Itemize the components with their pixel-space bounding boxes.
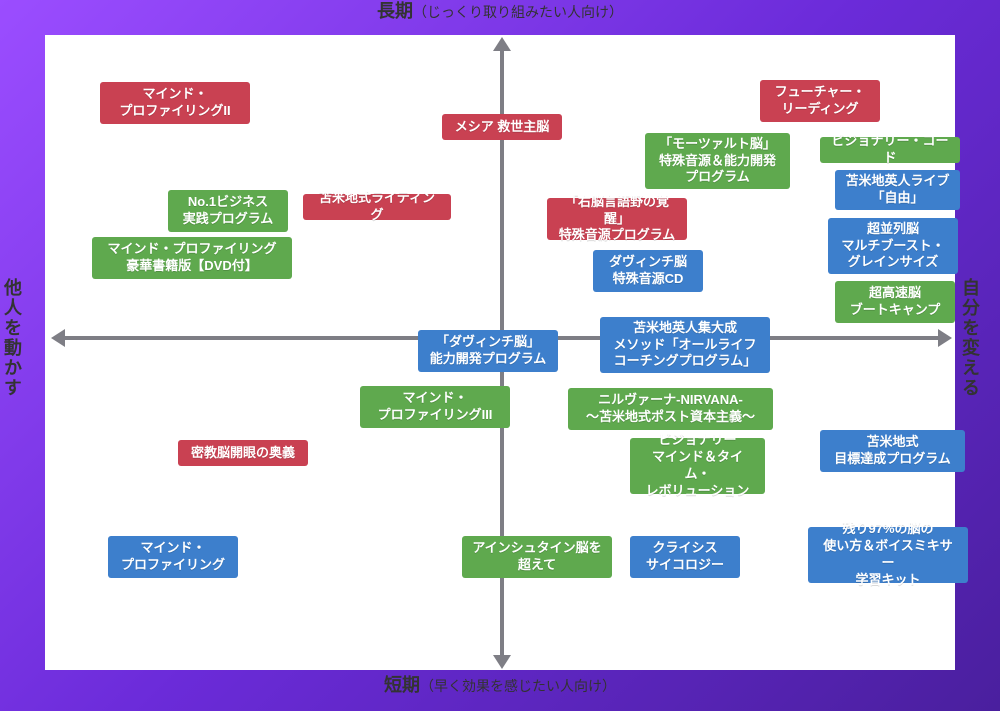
axis-label-right: 自分を変える	[957, 278, 983, 398]
node-all-life-coaching-label: 苫米地英人集大成 メソッド「オールライフ コーチングプログラム」	[613, 320, 756, 371]
node-remaining-97-brain-label: 残り97%の脳の 使い方＆ボイスミキサー 学習キット	[818, 521, 958, 589]
node-no1-business-label: No.1ビジネス 実践プログラム	[183, 194, 274, 228]
axis-label-bottom: 短期（早く効果を感じたい人向け）	[384, 671, 616, 697]
axis-label-top: 長期（じっくり取り組みたい人向け）	[377, 0, 623, 23]
axis-label-bottom-main: 短期	[384, 675, 420, 695]
node-crisis-psychology-label: クライシス サイコロジー	[646, 540, 724, 574]
node-mozart-brain-label: 「モーツァルト脳」 特殊音源＆能力開発 プログラム	[659, 136, 776, 187]
node-all-life-coaching[interactable]: 苫米地英人集大成 メソッド「オールライフ コーチングプログラム」	[600, 317, 770, 373]
node-future-reading-label: フューチャー・ リーディング	[775, 84, 866, 118]
node-high-speed-brain[interactable]: 超高速脳 ブートキャンプ	[835, 281, 955, 323]
node-visionary-code-label: ビジョナリー・コード	[830, 133, 950, 167]
node-esoteric-brain[interactable]: 密教脳開眼の奥義	[178, 440, 308, 466]
node-tomabechi-writing[interactable]: 苫米地式ライティング	[303, 194, 451, 220]
axis-label-top-main: 長期	[377, 1, 413, 21]
node-high-speed-brain-label: 超高速脳 ブートキャンプ	[850, 285, 941, 319]
node-right-brain-awakening[interactable]: 「右脳言語野の覚醒」 特殊音源プログラム	[547, 198, 687, 240]
node-tomabechi-live-freedom-label: 苫米地英人ライブ 「自由」	[845, 173, 949, 207]
node-future-reading[interactable]: フューチャー・ リーディング	[760, 80, 880, 122]
node-parallel-brain[interactable]: 超並列脳 マルチブースト・ グレインサイズ	[828, 218, 958, 274]
axis-label-bottom-sub: （早く効果を感じたい人向け）	[420, 678, 616, 694]
node-einstein-brain[interactable]: アインシュタイン脳を 超えて	[462, 536, 612, 578]
node-mind-profiling-label: マインド・ プロファイリング	[121, 540, 225, 574]
node-visionary-mind-time[interactable]: ビジョナリー マインド＆タイム・ レボリューション	[630, 438, 765, 494]
node-mind-profiling-iii[interactable]: マインド・ プロファイリングIII	[360, 386, 510, 428]
node-mind-profiling-ii-label: マインド・ プロファイリングII	[119, 86, 230, 120]
axis-label-top-sub: （じっくり取り組みたい人向け）	[413, 4, 623, 20]
node-davinci-cd-label: ダヴィンチ脳 特殊音源CD	[609, 254, 687, 288]
axis-arrow-right	[938, 329, 952, 347]
node-mind-profiling-ii[interactable]: マインド・ プロファイリングII	[100, 82, 250, 124]
node-mozart-brain[interactable]: 「モーツァルト脳」 特殊音源＆能力開発 プログラム	[645, 133, 790, 189]
node-nirvana[interactable]: ニルヴァーナ-NIRVANA- 〜苫米地式ポスト資本主義〜	[568, 388, 773, 430]
node-mind-profiling-iii-label: マインド・ プロファイリングIII	[378, 390, 493, 424]
node-davinci-cd[interactable]: ダヴィンチ脳 特殊音源CD	[593, 250, 703, 292]
node-visionary-mind-time-label: ビジョナリー マインド＆タイム・ レボリューション	[640, 432, 755, 500]
node-tomabechi-goal[interactable]: 苫米地式 目標達成プログラム	[820, 430, 965, 472]
axis-label-left: 他人を動かす	[0, 278, 25, 398]
node-tomabechi-goal-label: 苫米地式 目標達成プログラム	[834, 434, 951, 468]
node-right-brain-awakening-label: 「右脳言語野の覚醒」 特殊音源プログラム	[557, 194, 677, 245]
node-remaining-97-brain[interactable]: 残り97%の脳の 使い方＆ボイスミキサー 学習キット	[808, 527, 968, 583]
node-mind-profiling-dvd[interactable]: マインド・プロファイリング 豪華書籍版【DVD付】	[92, 237, 292, 279]
node-davinci-program-label: 「ダヴィンチ脳」 能力開発プログラム	[430, 334, 547, 368]
node-mind-profiling[interactable]: マインド・ プロファイリング	[108, 536, 238, 578]
node-parallel-brain-label: 超並列脳 マルチブースト・ グレインサイズ	[841, 221, 944, 272]
node-no1-business[interactable]: No.1ビジネス 実践プログラム	[168, 190, 288, 232]
node-nirvana-label: ニルヴァーナ-NIRVANA- 〜苫米地式ポスト資本主義〜	[586, 392, 755, 426]
node-esoteric-brain-label: 密教脳開眼の奥義	[191, 445, 295, 462]
node-einstein-brain-label: アインシュタイン脳を 超えて	[472, 540, 601, 574]
node-mind-profiling-dvd-label: マインド・プロファイリング 豪華書籍版【DVD付】	[107, 241, 276, 275]
node-tomabechi-live-freedom[interactable]: 苫米地英人ライブ 「自由」	[835, 170, 960, 210]
node-messiah-brain[interactable]: メシア 救世主脳	[442, 114, 562, 140]
axis-label-left-main: 他人を動かす	[2, 278, 22, 398]
node-crisis-psychology[interactable]: クライシス サイコロジー	[630, 536, 740, 578]
axis-arrow-up	[493, 37, 511, 51]
axis-arrow-left	[51, 329, 65, 347]
axis-label-right-main: 自分を変える	[960, 278, 980, 398]
node-tomabechi-writing-label: 苫米地式ライティング	[313, 190, 441, 224]
axis-arrow-down	[493, 655, 511, 669]
node-visionary-code[interactable]: ビジョナリー・コード	[820, 137, 960, 163]
node-messiah-brain-label: メシア 救世主脳	[455, 119, 550, 136]
node-davinci-program[interactable]: 「ダヴィンチ脳」 能力開発プログラム	[418, 330, 558, 372]
